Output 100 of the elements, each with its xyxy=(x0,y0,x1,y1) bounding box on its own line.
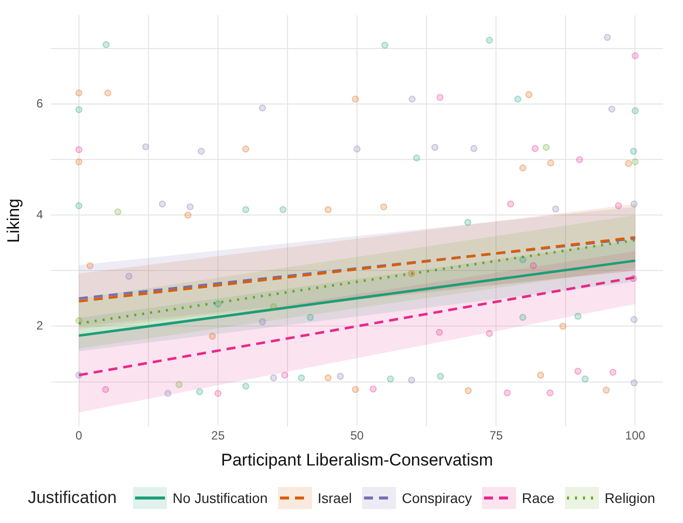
point xyxy=(75,146,82,154)
point xyxy=(324,374,332,382)
point xyxy=(352,386,359,394)
point xyxy=(102,386,110,394)
point xyxy=(530,262,537,270)
point xyxy=(464,387,472,394)
point xyxy=(436,94,444,101)
point xyxy=(184,212,192,219)
point xyxy=(408,270,416,277)
x-tick-label: 25 xyxy=(211,428,225,443)
point xyxy=(632,158,639,166)
point xyxy=(630,274,638,282)
point xyxy=(609,368,616,376)
point xyxy=(632,107,639,114)
point xyxy=(75,202,82,210)
point xyxy=(354,146,361,153)
point xyxy=(352,96,359,103)
point xyxy=(75,317,82,324)
point xyxy=(158,200,166,208)
point xyxy=(280,206,287,214)
point xyxy=(270,374,278,382)
point xyxy=(431,144,438,151)
legend-label: No Justification xyxy=(172,490,268,506)
point xyxy=(381,42,388,49)
point xyxy=(196,388,204,396)
point xyxy=(507,200,514,208)
point xyxy=(214,390,222,397)
legend-label: Conspiracy xyxy=(402,490,472,506)
point xyxy=(542,144,550,151)
point xyxy=(75,158,82,166)
point xyxy=(532,145,539,152)
point xyxy=(519,314,526,321)
point xyxy=(242,206,250,214)
point xyxy=(306,314,314,321)
point xyxy=(281,372,288,379)
point xyxy=(114,208,122,216)
point xyxy=(630,316,638,324)
point xyxy=(270,303,278,310)
point xyxy=(258,318,266,326)
point xyxy=(514,96,522,103)
point xyxy=(242,382,250,390)
legend-label: Israel xyxy=(318,490,352,506)
point xyxy=(104,89,112,96)
point xyxy=(625,160,632,167)
point xyxy=(632,52,639,60)
point xyxy=(552,206,560,213)
point xyxy=(176,381,183,388)
point xyxy=(608,106,616,113)
point xyxy=(486,36,493,44)
x-axis-title: Participant Liberalism-Conservatism xyxy=(220,450,494,470)
point xyxy=(576,156,584,164)
point xyxy=(574,312,582,320)
point xyxy=(604,34,611,41)
x-tick-label: 75 xyxy=(489,428,504,443)
point xyxy=(519,256,526,264)
point xyxy=(86,262,94,270)
point xyxy=(164,390,172,397)
legend-label: Religion xyxy=(604,490,656,506)
y-tick-label: 6 xyxy=(36,96,44,110)
point xyxy=(408,376,416,384)
point xyxy=(386,375,394,382)
point xyxy=(198,148,205,155)
y-tick-label: 2 xyxy=(36,318,44,333)
point xyxy=(582,375,589,382)
point xyxy=(436,328,443,336)
x-tick-label: 50 xyxy=(350,428,364,443)
point xyxy=(464,218,472,226)
point xyxy=(559,322,566,330)
point xyxy=(102,41,110,48)
point xyxy=(408,96,416,103)
point xyxy=(574,368,582,375)
point xyxy=(380,203,388,210)
legend-title: Justification xyxy=(28,488,117,508)
point xyxy=(298,374,305,382)
point xyxy=(630,379,638,386)
point xyxy=(614,202,622,210)
point xyxy=(547,159,554,166)
point xyxy=(630,148,638,155)
point xyxy=(125,272,132,280)
point xyxy=(504,389,511,396)
point xyxy=(142,143,150,150)
point xyxy=(75,89,82,96)
point xyxy=(519,164,526,172)
point xyxy=(336,372,344,380)
point xyxy=(436,372,444,380)
y-axis-title: Liking xyxy=(4,198,23,243)
point xyxy=(75,106,82,114)
point xyxy=(324,206,332,214)
point xyxy=(370,385,377,392)
point xyxy=(186,203,194,210)
x-tick-label: 0 xyxy=(76,428,83,443)
point xyxy=(258,104,266,112)
point xyxy=(208,332,216,340)
point xyxy=(470,145,478,152)
point xyxy=(602,386,610,394)
point xyxy=(546,389,554,396)
point xyxy=(242,146,250,153)
point xyxy=(75,372,82,379)
x-tick-label: 100 xyxy=(625,428,646,443)
point xyxy=(525,91,532,98)
